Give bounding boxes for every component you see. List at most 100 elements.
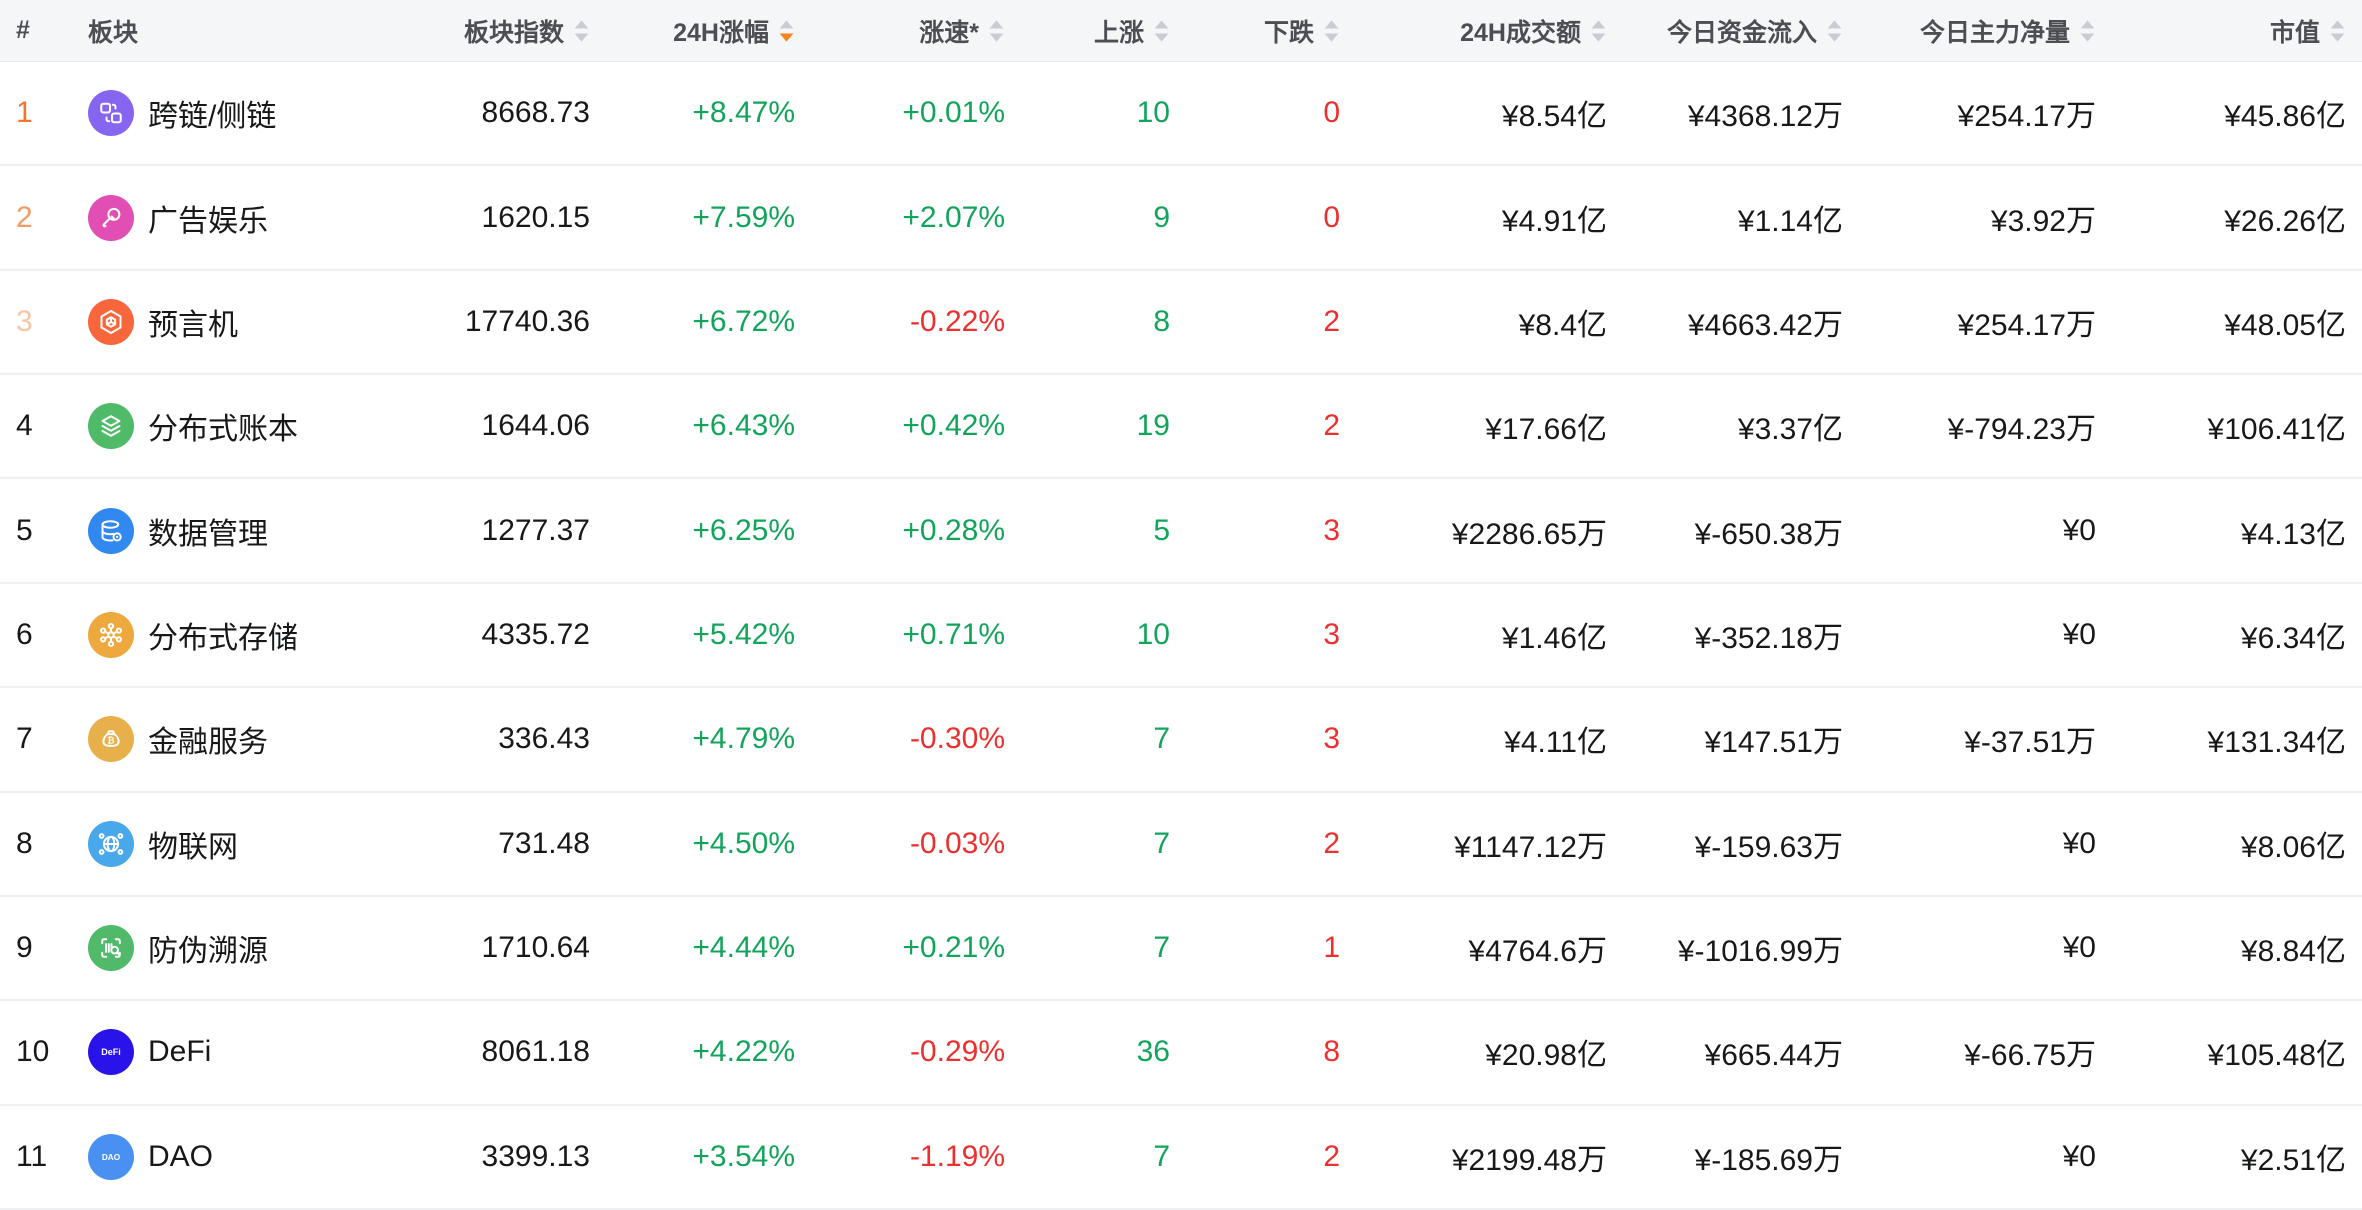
distributed-storage-icon: [88, 611, 134, 658]
table-row[interactable]: 9 防伪溯源 1710.64 +4.44% +0.21% 7 1 ¥4764.6…: [0, 896, 2362, 1002]
volume-24h-value: ¥1.46亿: [1501, 621, 1607, 655]
volume-24h-value: ¥4764.6万: [1468, 935, 1607, 969]
volume-24h-value: ¥2286.65万: [1451, 517, 1607, 551]
table-row[interactable]: 10 DeFi DeFi 8061.18 +4.22% -0.29% 36 8 …: [0, 1001, 2362, 1106]
column-header-label: 上涨: [1093, 18, 1144, 47]
table-body: 1 跨链/侧链 8668.73 +8.47% +0.01% 10 0 ¥8.54…: [0, 62, 2362, 1210]
column-header-label: 今日资金流入: [1666, 18, 1817, 47]
svg-text:₿: ₿: [107, 736, 114, 746]
column-header-label: 板块: [88, 18, 139, 47]
sector-index-value: 8668.73: [481, 96, 590, 130]
up-count: 8: [1153, 304, 1170, 338]
down-count: 2: [1323, 409, 1340, 443]
volume-24h-value: ¥2199.48万: [1451, 1143, 1607, 1177]
change-24h-value: +7.59%: [692, 200, 795, 234]
main-net-today-value: ¥-794.23万: [1947, 413, 2096, 447]
inflow-today-value: ¥3.37亿: [1737, 413, 1843, 447]
inflow-today-value: ¥4663.42万: [1687, 308, 1843, 342]
speed-value: -0.22%: [909, 304, 1005, 338]
up-count: 9: [1153, 200, 1170, 234]
down-count: 0: [1323, 96, 1340, 130]
change-24h-value: +6.25%: [692, 513, 795, 547]
sector-index-value: 1644.06: [481, 409, 590, 443]
market-cap-value: ¥26.26亿: [2224, 204, 2346, 238]
inflow-today-value: ¥1.14亿: [1737, 204, 1843, 238]
cross-chain-icon: [88, 90, 134, 137]
main-net-today-value: ¥0: [2062, 617, 2096, 651]
market-cap-value: ¥8.06亿: [2240, 830, 2346, 864]
sector-index-value: 731.48: [498, 826, 590, 860]
market-cap-value: ¥6.34亿: [2240, 621, 2346, 655]
column-header-marketCap[interactable]: 市值: [2096, 13, 2362, 49]
sector-name: 分布式账本: [148, 413, 298, 447]
up-count: 10: [1136, 96, 1170, 130]
market-cap-value: ¥45.86亿: [2224, 100, 2346, 134]
sector-index-value: 3399.13: [481, 1139, 590, 1173]
speed-value: -0.03%: [909, 826, 1005, 860]
column-header-volume24h[interactable]: 24H成交额: [1340, 13, 1607, 49]
change-24h-value: +6.43%: [692, 409, 795, 443]
table-row[interactable]: 5 数据管理 1277.37 +6.25% +0.28% 5 3 ¥2286.6…: [0, 479, 2362, 584]
main-net-today-value: ¥0: [2062, 513, 2096, 547]
inflow-today-value: ¥147.51万: [1704, 726, 1843, 760]
column-header-inflowToday[interactable]: 今日资金流入: [1607, 13, 1843, 49]
rank-number: 1: [16, 96, 33, 130]
down-count: 3: [1323, 617, 1340, 651]
table-row[interactable]: 3 预言机 17740.36 +6.72% -0.22% 8 2 ¥8.4亿 ¥…: [0, 270, 2362, 376]
distributed-ledger-icon: [88, 403, 134, 450]
main-net-today-value: ¥3.92万: [1990, 204, 2096, 238]
up-count: 10: [1136, 617, 1170, 651]
column-header-change24h[interactable]: 24H涨幅: [590, 13, 795, 49]
column-header-speed[interactable]: 涨速*: [795, 13, 1005, 49]
sector-name: 防伪溯源: [148, 935, 268, 969]
column-header-label: 今日主力净量: [1919, 18, 2070, 47]
market-cap-value: ¥131.34亿: [2207, 726, 2346, 760]
ad-entertainment-icon: [88, 194, 134, 241]
sort-icon: [574, 19, 589, 42]
table-row[interactable]: 2 广告娱乐 1620.15 +7.59% +2.07% 9 0 ¥4.91亿 …: [0, 166, 2362, 271]
sector-cell: 物联网: [88, 820, 300, 867]
column-header-label: 涨速*: [919, 18, 979, 47]
table-row[interactable]: 11 DAO DAO 3399.13 +3.54% -1.19% 7 2 ¥21…: [0, 1105, 2362, 1210]
table-row[interactable]: 6 分布式存储 4335.72 +5.42% +0.71% 10 3 ¥1.46…: [0, 583, 2362, 689]
column-header-name: 板块: [88, 13, 300, 49]
sort-icon: [989, 19, 1004, 42]
down-count: 3: [1323, 513, 1340, 547]
change-24h-value: +8.47%: [692, 96, 795, 130]
column-header-index[interactable]: 板块指数: [300, 13, 590, 49]
inflow-today-value: ¥-650.38万: [1694, 517, 1843, 551]
inflow-today-value: ¥-352.18万: [1694, 621, 1843, 655]
down-count: 2: [1323, 304, 1340, 338]
table-row[interactable]: 7 ₿ 金融服务 336.43 +4.79% -0.30% 7 3 ¥4.11亿…: [0, 688, 2362, 793]
anti-counterfeit-trace-icon: [88, 925, 134, 972]
rank-number: 6: [16, 617, 33, 651]
rank-number: 8: [16, 826, 33, 860]
market-cap-value: ¥2.51亿: [2240, 1143, 2346, 1177]
dao-icon: DAO: [88, 1133, 134, 1180]
rank-number: 10: [16, 1035, 50, 1069]
rank-number: 7: [16, 722, 33, 756]
up-count: 7: [1153, 826, 1170, 860]
sort-icon: [779, 19, 794, 42]
market-cap-value: ¥8.84亿: [2240, 935, 2346, 969]
oracle-icon: [88, 298, 134, 345]
column-header-down[interactable]: 下跌: [1170, 13, 1340, 49]
data-management-icon: [88, 507, 134, 554]
column-header-label: 下跌: [1263, 18, 1314, 47]
table-row[interactable]: 1 跨链/侧链 8668.73 +8.47% +0.01% 10 0 ¥8.54…: [0, 62, 2362, 167]
volume-24h-value: ¥20.98亿: [1485, 1039, 1607, 1073]
speed-value: +0.01%: [902, 96, 1005, 130]
speed-value: +0.71%: [902, 617, 1005, 651]
sector-index-value: 1620.15: [481, 200, 590, 234]
table-row[interactable]: 8 物联网 731.48 +4.50% -0.03% 7 2 ¥1147.12万…: [0, 792, 2362, 897]
column-header-mainNetToday[interactable]: 今日主力净量: [1843, 13, 2096, 49]
inflow-today-value: ¥4368.12万: [1687, 100, 1843, 134]
market-cap-value: ¥106.41亿: [2207, 413, 2346, 447]
column-header-up[interactable]: 上涨: [1005, 13, 1170, 49]
speed-value: +0.21%: [902, 931, 1005, 965]
sort-icon: [1827, 19, 1842, 42]
sector-cell: DAO DAO: [88, 1133, 300, 1180]
change-24h-value: +4.44%: [692, 931, 795, 965]
table-row[interactable]: 4 分布式账本 1644.06 +6.43% +0.42% 19 2 ¥17.6…: [0, 375, 2362, 480]
